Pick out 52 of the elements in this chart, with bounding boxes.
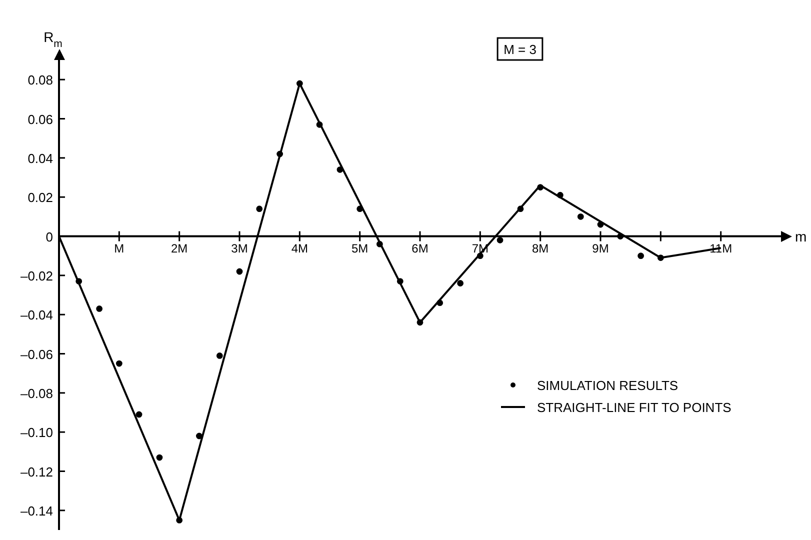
- point: [216, 352, 223, 359]
- point: [96, 306, 103, 312]
- point: [436, 300, 444, 306]
- point: [236, 268, 243, 275]
- x-axis-title: m: [795, 228, 807, 244]
- point: [597, 221, 604, 228]
- point: [396, 278, 404, 284]
- x-tick-label: 3M: [231, 241, 248, 256]
- y-tick-label: –0.10: [20, 425, 54, 440]
- point: [76, 278, 82, 284]
- y-tick-label: 0: [46, 229, 54, 244]
- point: [156, 454, 163, 461]
- y-tick-label: 0.06: [28, 112, 54, 127]
- x-tick-label: M: [114, 241, 124, 256]
- point: [356, 206, 364, 212]
- point: [638, 252, 644, 260]
- point: [577, 213, 584, 220]
- y-tick-label: 0.04: [28, 150, 54, 166]
- x-tick-label: 8M: [532, 241, 549, 256]
- legend-label: STRAIGHT-LINE FIT TO POINTS: [537, 400, 732, 415]
- point: [457, 280, 464, 286]
- y-tick-label: –0.04: [20, 308, 54, 323]
- point: [416, 319, 424, 326]
- legend-label: SIMULATION RESULTS: [537, 378, 678, 393]
- point: [336, 166, 344, 173]
- y-tick-label: –0.08: [20, 386, 54, 401]
- point: [517, 206, 524, 212]
- point: [176, 517, 183, 524]
- point: [276, 150, 284, 158]
- x-tick-label: 2M: [171, 241, 188, 256]
- y-tick-label: –0.14: [20, 503, 54, 518]
- point: [136, 411, 142, 418]
- point: [296, 80, 303, 87]
- point: [256, 206, 263, 212]
- point: [496, 236, 504, 244]
- point: [376, 240, 383, 248]
- y-tick-label: –0.06: [20, 346, 54, 362]
- x-tick-label: 4M: [291, 241, 308, 256]
- point: [556, 192, 564, 198]
- point: [196, 432, 202, 440]
- x-tick-label: 5M: [352, 241, 368, 256]
- point: [657, 254, 664, 261]
- y-tick-label: 0.02: [28, 190, 54, 206]
- x-tick-label: 6M: [412, 241, 428, 256]
- y-tick-label: 0.08: [28, 72, 54, 88]
- y-tick-label: –0.12: [20, 464, 54, 480]
- text: M = 3: [504, 42, 536, 57]
- point: [316, 121, 323, 128]
- point: [116, 360, 122, 367]
- x-tick-label: 9M: [592, 241, 609, 256]
- point: [537, 184, 544, 190]
- y-tick-label: –0.02: [20, 268, 54, 284]
